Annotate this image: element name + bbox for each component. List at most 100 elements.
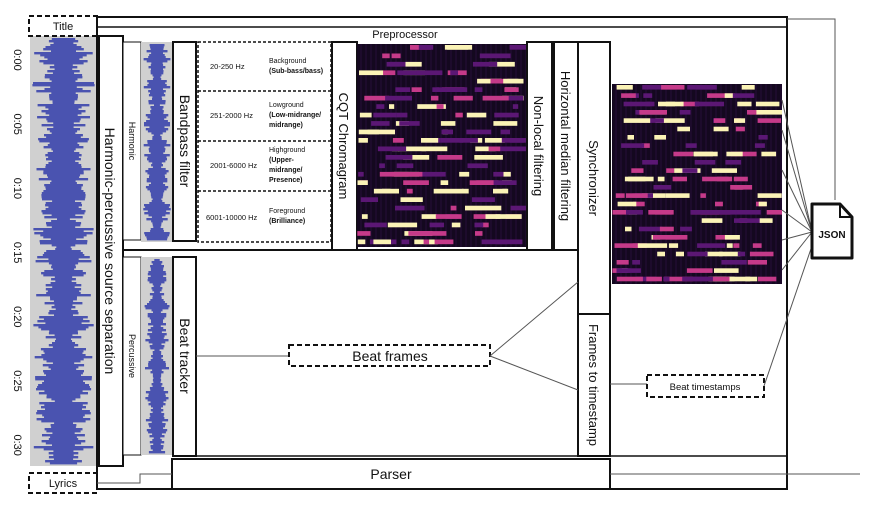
chroma-cell: [665, 235, 688, 240]
waveform-sample: [50, 298, 77, 301]
waveform-sample: [36, 412, 91, 415]
waveform-sample: [150, 401, 164, 404]
waveform-sample: [33, 228, 94, 231]
waveform-sample: [44, 270, 83, 273]
waveform-sample: [152, 357, 162, 360]
parser-box: [171, 458, 611, 490]
waveform-sample: [148, 184, 166, 187]
waveform-sample: [36, 388, 92, 391]
waveform-sample: [47, 70, 80, 73]
waveform-sample: [52, 100, 75, 103]
waveform-sample: [152, 162, 162, 165]
waveform-sample: [48, 332, 78, 335]
waveform-sample: [45, 46, 82, 49]
waveform-sample: [151, 321, 163, 324]
band-range: 6001-10000 Hz: [206, 213, 258, 222]
chroma-cell: [643, 93, 653, 98]
waveform-sample: [150, 265, 164, 268]
song-waveform: [32, 38, 95, 465]
chroma-cell: [374, 129, 395, 135]
chroma-cell: [512, 104, 519, 109]
chroma-cell: [416, 70, 443, 76]
waveform-sample: [144, 232, 170, 235]
title-box: [28, 15, 98, 37]
waveform-sample: [47, 120, 80, 123]
waveform-sample: [143, 58, 171, 61]
waveform-sample: [54, 334, 73, 337]
chroma-cell: [473, 214, 497, 219]
waveform-sample: [150, 415, 164, 418]
time-axis: 0:00 0:05 0:10 0:15 0:20 0:25 0:30: [11, 49, 23, 456]
non-local-filtering-label: Non-local filtering: [531, 96, 546, 196]
beat-frames-label: Beat frames: [352, 348, 427, 364]
waveform-sample: [148, 365, 166, 368]
waveform-sample: [46, 430, 81, 433]
chroma-cell: [364, 222, 387, 228]
chroma-cell: [724, 93, 733, 98]
waveform-sample: [51, 92, 76, 95]
waveform-sample: [45, 336, 82, 339]
waveform-sample: [42, 364, 85, 367]
waveform-sample: [148, 66, 166, 69]
waveform-sample: [47, 58, 80, 61]
chroma-cell: [462, 188, 469, 194]
chroma-cell: [713, 126, 729, 132]
chroma-cell: [453, 95, 473, 101]
chroma-cell: [675, 251, 684, 257]
waveform-sample: [51, 148, 76, 151]
waveform-sample: [41, 328, 86, 331]
chroma-cell: [700, 193, 706, 198]
chroma-cell: [459, 138, 478, 143]
waveform-sample: [46, 136, 81, 139]
waveform-sample: [38, 138, 89, 141]
chroma-cell: [737, 101, 752, 107]
waveform-sample: [53, 450, 74, 453]
waveform-sample: [146, 120, 168, 123]
waveform-sample: [51, 50, 76, 53]
waveform-sample: [144, 305, 170, 308]
waveform-sample: [147, 116, 167, 119]
waveform-sample: [147, 303, 168, 306]
waveform-sample: [151, 182, 164, 185]
waveform-sample: [145, 307, 169, 310]
waveform-sample: [150, 445, 164, 448]
chroma-cell: [679, 110, 691, 115]
chroma-cell: [429, 239, 435, 245]
chroma-cell: [488, 146, 501, 152]
chroma-cell: [713, 118, 726, 123]
waveform-sample: [51, 426, 76, 429]
waveform-sample: [146, 429, 168, 432]
chroma-cell: [392, 138, 404, 143]
chroma-cell: [654, 135, 666, 140]
waveform-sample: [151, 164, 163, 167]
band-detail: midrange): [269, 122, 303, 129]
chroma-cell: [481, 239, 511, 245]
chroma-cell: [476, 180, 494, 185]
waveform-sample: [148, 423, 166, 426]
chroma-cell: [410, 45, 434, 50]
chroma-cell: [627, 135, 634, 140]
waveform-sample: [55, 248, 72, 251]
waveform-sample: [149, 441, 165, 444]
waveform-sample: [150, 72, 164, 75]
chroma-cell: [694, 151, 718, 157]
waveform-sample: [149, 413, 165, 416]
chroma-cell: [682, 276, 713, 282]
waveform-sample: [47, 144, 80, 147]
chroma-cell: [408, 231, 432, 236]
chroma-cell: [475, 146, 496, 152]
waveform-sample: [149, 317, 165, 320]
waveform-sample: [42, 414, 85, 417]
waveform-sample: [51, 244, 76, 247]
waveform-sample: [149, 54, 165, 57]
waveform-sample: [46, 224, 81, 227]
chroma-cell: [399, 121, 420, 126]
waveform-sample: [153, 381, 161, 384]
waveform-sample: [45, 408, 82, 411]
chroma-cell: [466, 112, 487, 118]
chroma-cell: [672, 176, 687, 182]
waveform-sample: [37, 386, 90, 389]
waveform-sample: [45, 208, 82, 211]
waveform-sample: [57, 218, 70, 221]
